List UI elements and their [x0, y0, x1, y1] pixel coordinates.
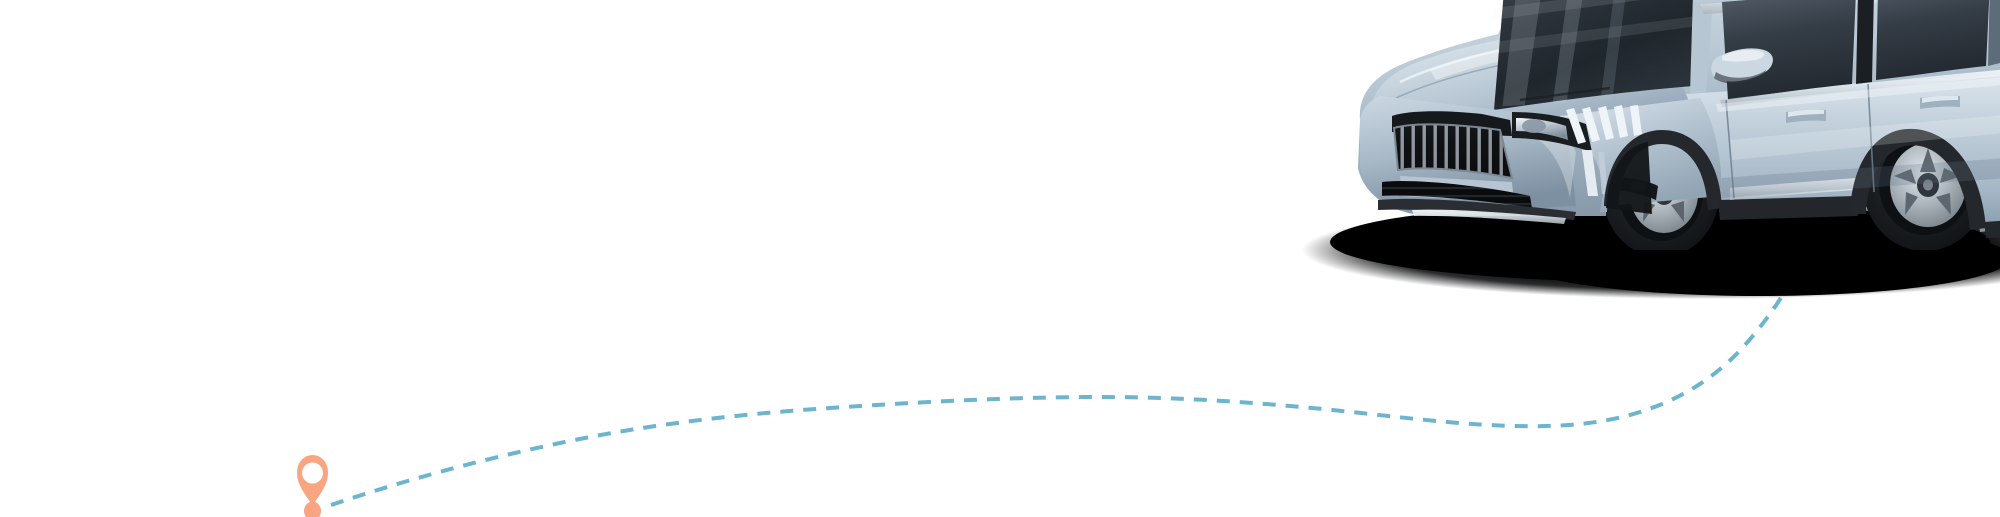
b-pillar	[1856, 0, 1874, 84]
door-line-front	[1725, 99, 1735, 199]
wheel-arch-cladding-rear	[1850, 128, 1986, 230]
skid-plate	[1412, 209, 1566, 224]
rocker-cladding-rear	[1984, 220, 2000, 238]
bumper-claw-trim	[1582, 150, 1608, 196]
lower-body-shade	[1722, 158, 2000, 198]
windshield	[1494, 0, 1703, 110]
windshield-reflections	[1478, 0, 1700, 108]
map-pin-base-dot	[304, 501, 321, 517]
grille-chrome-edge	[1392, 123, 1514, 180]
lower-vent	[1382, 180, 1532, 208]
map-pin-hole	[302, 462, 323, 484]
front-tire-face	[1606, 142, 1652, 214]
side-window-rear	[1876, 0, 1990, 80]
drl-claw	[1566, 105, 1642, 144]
chrome-side-trim	[1730, 178, 1856, 200]
door-line-rear	[1867, 83, 1875, 193]
suv-car	[1358, 0, 2000, 250]
door-handle-front	[1786, 109, 1826, 123]
route-path-group	[330, 257, 1804, 507]
door-handle-rear	[1920, 95, 1960, 109]
side-sheen	[1730, 115, 2000, 160]
rocker-cladding	[1718, 196, 1858, 220]
a-pillar	[1690, 0, 1713, 94]
panel-lines	[1725, 83, 1875, 199]
map-pin-icon[interactable]	[297, 455, 328, 517]
side-mirror	[1711, 48, 1773, 84]
c-pillar	[1988, 0, 2000, 66]
wiper	[1519, 86, 1611, 102]
route-dashed-line	[330, 257, 1804, 507]
grille-shade	[1394, 124, 1512, 178]
beltline-highlight	[1716, 77, 2000, 112]
window-chrome-trim	[1720, 69, 2000, 107]
